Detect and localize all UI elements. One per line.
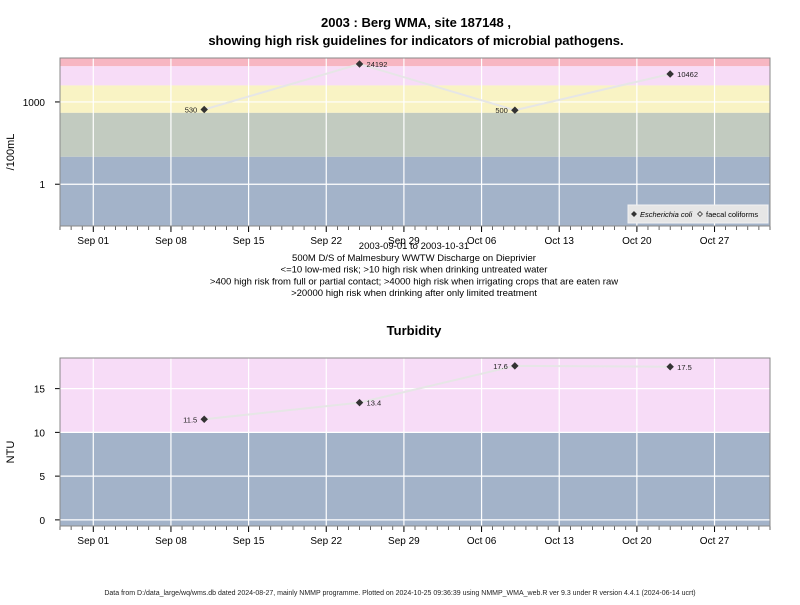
data-label: 17.6 — [493, 362, 508, 371]
x-tick-label: Sep 15 — [233, 236, 265, 247]
risk-band-1 — [60, 358, 770, 433]
subtitle-line-5: >20000 high risk when drinking after onl… — [291, 288, 537, 299]
subtitle-line-2: 500M D/S of Malmesbury WWTW Discharge on… — [292, 253, 536, 264]
footer-note: Data from D:/data_large/wq/wms.db dated … — [104, 590, 695, 597]
x-tick-label: Oct 13 — [544, 536, 574, 547]
subtitle-line-4: >400 high risk from full or partial cont… — [210, 276, 618, 287]
turbidity-panel: Sep 01 Sep 08 Sep 15 Sep 22 Sep 29 Oct 06 Oct … — [5, 323, 771, 547]
data-point — [511, 362, 519, 370]
x-tick-label: Oct 20 — [622, 236, 652, 247]
data-label: 530 — [185, 106, 198, 115]
x-tick-label: Oct 06 — [467, 236, 497, 247]
data-point — [200, 415, 208, 423]
x-tick-label: Oct 06 — [467, 536, 497, 547]
risk-bands — [60, 358, 770, 526]
data-label: 24192 — [367, 60, 388, 69]
y-tick-label: 15 — [34, 385, 46, 396]
data-point — [200, 105, 208, 114]
risk-band-1 — [60, 58, 770, 67]
x-tick-label: Oct 13 — [544, 236, 574, 247]
x-tick-label: Sep 22 — [310, 236, 342, 247]
subtitle-line-1: 2003-09-01 to 2003-10-31 — [359, 241, 469, 252]
x-tick-label: Sep 01 — [77, 536, 109, 547]
risk-band-2 — [60, 432, 770, 526]
y-tick-label: 10 — [34, 428, 46, 439]
y-tick-label: 0 — [39, 516, 45, 527]
data-label: 11.5 — [183, 415, 197, 424]
y-axis-label: NTU — [5, 441, 17, 464]
panel-title: Turbidity — [387, 323, 442, 338]
data-label: 500 — [495, 106, 508, 115]
x-tick-label: Sep 15 — [233, 536, 265, 547]
data-label: 13.4 — [367, 399, 382, 408]
x-tick-label: Sep 08 — [155, 236, 187, 247]
data-label: 10462 — [677, 70, 698, 79]
x-tick-label: Oct 27 — [700, 236, 730, 247]
y-tick-label: 1000 — [23, 98, 46, 109]
data-point — [666, 363, 674, 371]
data-label: 17.5 — [677, 363, 692, 372]
x-tick-label: Sep 29 — [388, 536, 420, 547]
x-tick-label: Oct 27 — [700, 536, 730, 547]
y-axis-label: /100mL — [5, 134, 17, 171]
data-point — [666, 70, 674, 78]
y-tick-label: 1 — [39, 180, 45, 191]
legend: Escherichia coli faecal coliforms — [627, 204, 769, 224]
series-line — [203, 62, 671, 112]
x-tick-label: Sep 22 — [310, 536, 342, 547]
x-tick-label: Oct 20 — [622, 536, 652, 547]
subtitle-line-3: <=10 low-med risk; >10 high risk when dr… — [281, 265, 548, 276]
legend-marker — [697, 211, 703, 217]
x-tick-label: Sep 29 — [388, 236, 420, 247]
risk-band-3 — [60, 85, 770, 113]
data-point — [511, 106, 519, 114]
legend-label: faecal coliforms — [706, 210, 758, 219]
legend-marker — [631, 211, 637, 217]
series-line — [204, 364, 671, 421]
x-tick-label: Sep 01 — [77, 236, 109, 247]
x-tick-label: Sep 08 — [155, 536, 187, 547]
chart-title-line-1: 2003 : Berg WMA, site 187148 , — [321, 15, 511, 30]
data-point — [355, 398, 364, 407]
legend-label: Escherichia coli — [640, 210, 692, 219]
plot-frame — [59, 57, 771, 227]
chart-title-line-2: showing high risk guidelines for indicat… — [208, 33, 623, 48]
risk-bands — [60, 58, 770, 226]
risk-band-2 — [60, 66, 770, 86]
y-tick-label: 5 — [39, 472, 45, 483]
ecoli-panel: Sep 01 Sep 08 Sep 15 Sep 22 Sep 29 Oct 06 Oct … — [5, 57, 771, 247]
plot-frame — [59, 357, 771, 527]
risk-band-4 — [60, 112, 770, 157]
data-point — [355, 60, 364, 68]
